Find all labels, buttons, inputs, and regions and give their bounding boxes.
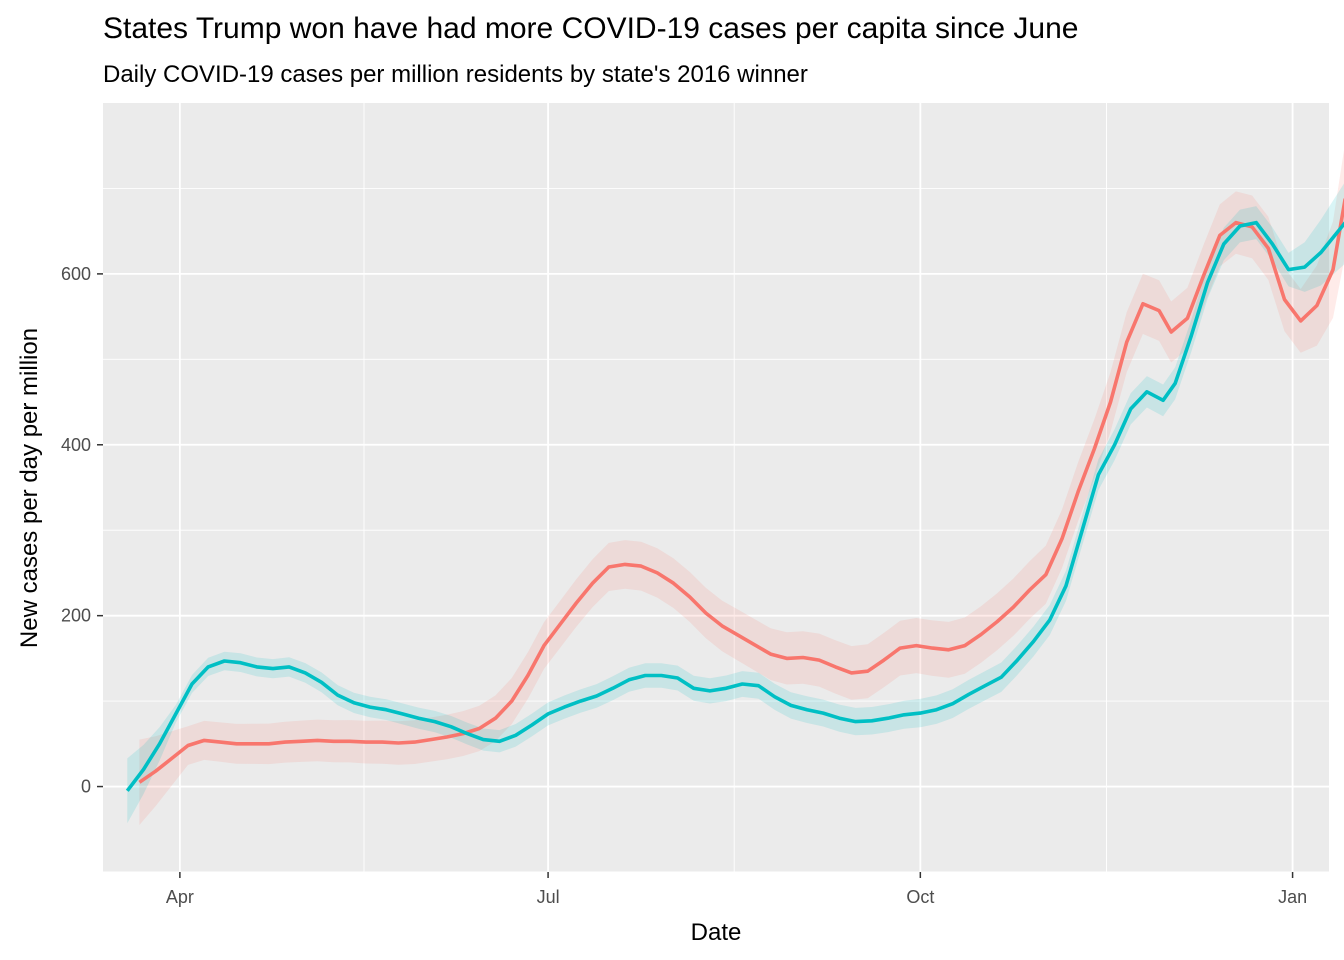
x-tick-label: Oct	[906, 887, 934, 907]
chart-title: States Trump won have had more COVID-19 …	[103, 12, 1079, 45]
confidence-band-1	[139, 150, 1344, 825]
y-tick-label: 0	[81, 777, 91, 797]
x-axis-title: Date	[691, 919, 742, 946]
axes: 0 200 400 600 Apr Jul Oct Jan	[61, 264, 1307, 907]
plot-panel	[103, 103, 1329, 872]
y-tick-label: 400	[61, 435, 91, 455]
x-tick-label: Apr	[166, 887, 194, 907]
minor-gridlines	[103, 103, 1329, 873]
chart-subtitle: Daily COVID-19 cases per million residen…	[103, 61, 808, 88]
y-axis-title: New cases per day per million	[16, 328, 43, 648]
series-lines	[125, 198, 1344, 792]
major-gridlines	[103, 103, 1329, 872]
y-tick-label: 200	[61, 606, 91, 626]
series-line-1	[138, 198, 1344, 784]
x-tick-label: Jul	[537, 887, 560, 907]
x-tick-label: Jan	[1278, 887, 1307, 907]
y-tick-label: 600	[61, 264, 91, 284]
series-line-2	[125, 220, 1344, 792]
